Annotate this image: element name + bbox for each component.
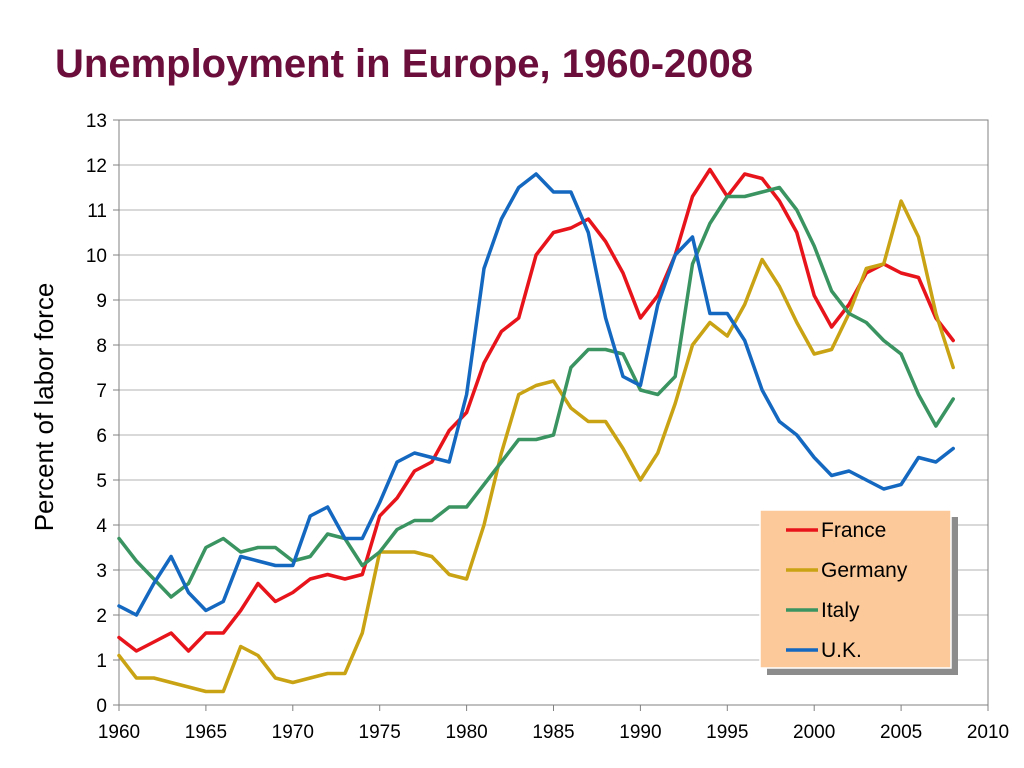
- x-tick-label: 2005: [880, 722, 922, 743]
- y-tick-label: 0: [96, 696, 107, 717]
- y-tick-label: 13: [86, 111, 107, 132]
- x-tick-label: 1970: [272, 722, 314, 743]
- x-axis-ticks: 1960 1965 1970 1975 1980 1985 1990 1995 2000 2005…: [98, 705, 1009, 743]
- x-tick-label: 2000: [793, 722, 835, 743]
- y-tick-label: 1: [96, 651, 107, 672]
- y-tick-label: 6: [96, 426, 107, 447]
- y-tick-label: 10: [86, 246, 107, 267]
- y-tick-label: 8: [96, 336, 107, 357]
- y-axis-title: Percent of labor force: [29, 283, 59, 532]
- x-tick-label: 1975: [359, 722, 401, 743]
- series-line-germany: [117, 199, 955, 694]
- series-line-france: [117, 167, 955, 653]
- y-tick-label: 9: [96, 291, 107, 312]
- page-title: Unemployment in Europe, 1960-2008: [55, 42, 754, 86]
- x-tick-label: 1980: [445, 722, 487, 743]
- y-tick-label: 2: [96, 606, 107, 627]
- x-tick-label: 1995: [706, 722, 748, 743]
- y-tick-label: 7: [96, 381, 107, 402]
- legend-label-u-k: U.K.: [821, 639, 862, 662]
- legend-label-italy: Italy: [821, 599, 860, 622]
- y-tick-label: 12: [86, 156, 107, 177]
- x-tick-label: 1985: [532, 722, 574, 743]
- y-tick-label: 3: [96, 561, 107, 582]
- gridlines: [119, 164, 988, 661]
- series-layer: [117, 167, 955, 694]
- x-tick-label: 1960: [98, 722, 140, 743]
- y-tick-label: 4: [96, 516, 107, 537]
- legend-items: France Germany Italy U.K.: [786, 519, 908, 662]
- x-tick-label: 2010: [967, 722, 1009, 743]
- legend-box: [759, 509, 952, 669]
- y-tick-label: 5: [96, 471, 107, 492]
- series-line-u-k: [117, 172, 955, 617]
- legend-label-france: France: [821, 519, 886, 542]
- legend-label-germany: Germany: [821, 559, 908, 582]
- x-tick-label: 1965: [185, 722, 227, 743]
- x-tick-label: 1990: [619, 722, 661, 743]
- legend: France Germany Italy U.K.: [759, 509, 958, 675]
- series-line-italy: [117, 185, 955, 599]
- y-tick-label: 11: [87, 201, 107, 222]
